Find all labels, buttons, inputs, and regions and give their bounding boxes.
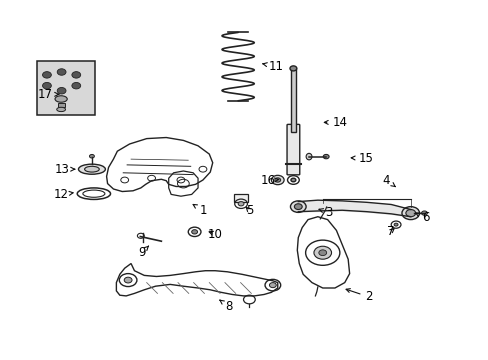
Circle shape xyxy=(42,82,51,89)
Text: 17: 17 xyxy=(38,88,59,101)
Circle shape xyxy=(238,202,244,206)
Bar xyxy=(58,103,64,107)
Text: 1: 1 xyxy=(193,204,206,217)
Text: 16: 16 xyxy=(260,174,278,187)
Text: 10: 10 xyxy=(207,228,222,240)
Text: 4: 4 xyxy=(382,174,394,186)
Circle shape xyxy=(89,154,94,158)
Circle shape xyxy=(57,69,66,75)
Ellipse shape xyxy=(305,153,311,160)
Circle shape xyxy=(72,72,81,78)
FancyBboxPatch shape xyxy=(286,124,299,175)
Circle shape xyxy=(393,223,397,226)
Circle shape xyxy=(269,283,276,288)
Bar xyxy=(291,68,295,132)
Circle shape xyxy=(42,72,51,78)
Circle shape xyxy=(274,178,280,182)
Bar xyxy=(234,194,247,202)
Ellipse shape xyxy=(78,164,105,174)
Text: 7: 7 xyxy=(386,225,394,238)
Circle shape xyxy=(318,250,326,256)
Ellipse shape xyxy=(84,166,99,172)
Circle shape xyxy=(313,246,331,259)
Text: 12: 12 xyxy=(54,188,73,201)
Circle shape xyxy=(57,87,66,94)
Text: 8: 8 xyxy=(220,300,232,313)
Text: 15: 15 xyxy=(350,152,372,165)
Text: 14: 14 xyxy=(324,116,346,129)
Text: 6: 6 xyxy=(415,211,428,224)
Circle shape xyxy=(294,204,302,210)
Circle shape xyxy=(405,210,415,217)
Circle shape xyxy=(271,175,284,185)
Ellipse shape xyxy=(57,107,65,112)
Text: 11: 11 xyxy=(263,60,283,73)
Ellipse shape xyxy=(55,96,67,102)
Circle shape xyxy=(401,207,419,220)
Circle shape xyxy=(421,211,427,215)
Text: 5: 5 xyxy=(245,204,253,217)
Circle shape xyxy=(323,154,328,159)
Bar xyxy=(37,61,95,115)
Text: 2: 2 xyxy=(346,289,372,303)
Circle shape xyxy=(290,178,295,182)
Circle shape xyxy=(191,230,197,234)
Circle shape xyxy=(72,82,81,89)
Circle shape xyxy=(124,277,132,283)
Text: 3: 3 xyxy=(318,206,332,219)
Circle shape xyxy=(290,201,305,212)
Text: 13: 13 xyxy=(54,163,75,176)
Circle shape xyxy=(289,66,296,71)
Text: 9: 9 xyxy=(138,246,148,259)
